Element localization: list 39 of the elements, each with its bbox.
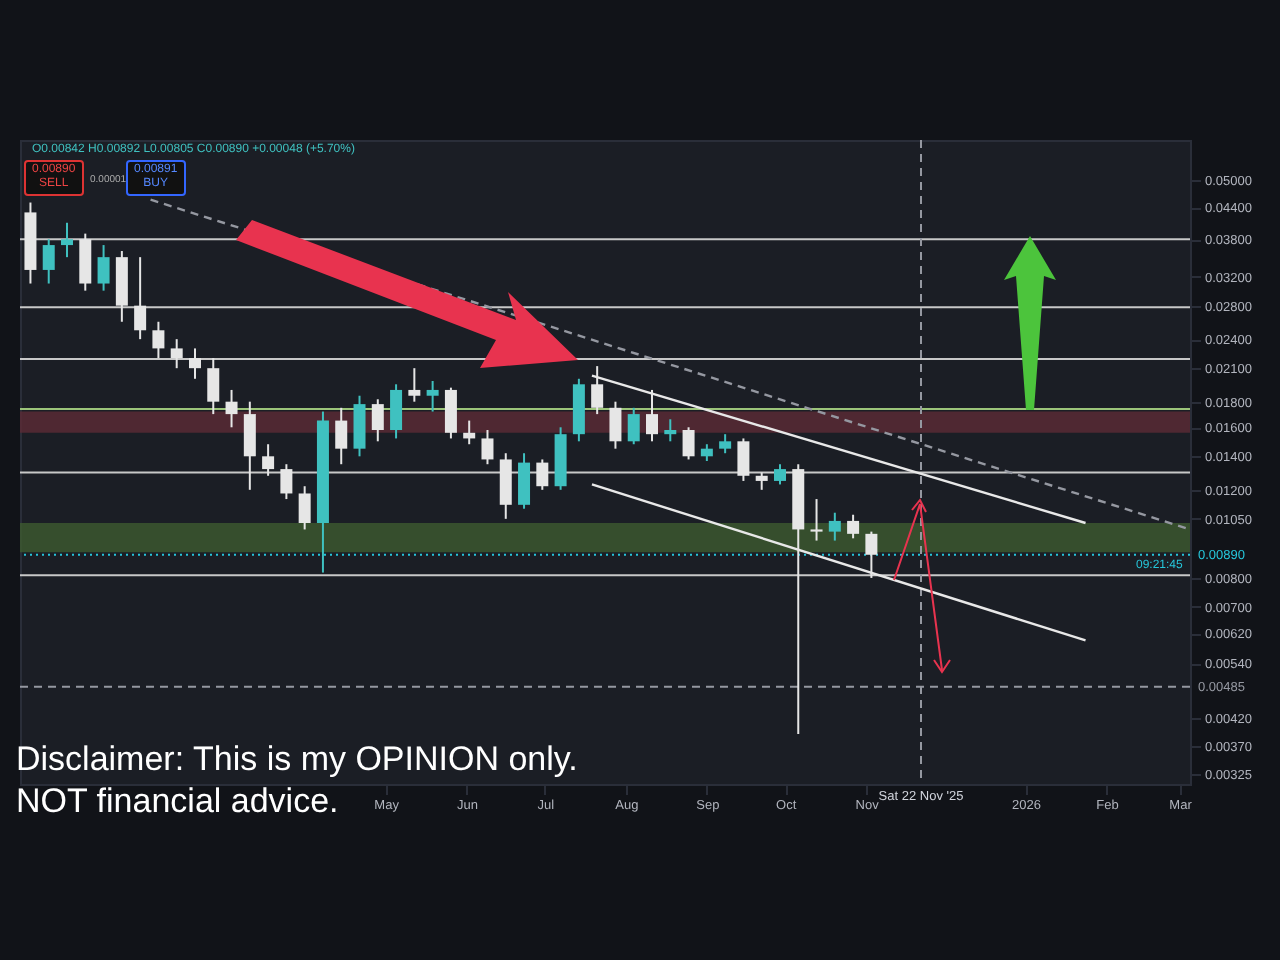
candlestick bbox=[444, 386, 457, 440]
candlestick bbox=[426, 379, 439, 413]
candlestick bbox=[828, 511, 841, 542]
candlestick bbox=[188, 347, 201, 380]
candlestick bbox=[79, 232, 92, 292]
candlestick bbox=[134, 256, 147, 341]
annotation: NOT financial advice. bbox=[16, 782, 339, 822]
candlestick bbox=[865, 530, 878, 579]
candlestick bbox=[353, 394, 366, 458]
candlestick bbox=[499, 452, 512, 520]
candlestick bbox=[719, 433, 732, 455]
candlestick bbox=[737, 437, 750, 482]
candlestick bbox=[481, 429, 494, 466]
candlestick bbox=[664, 418, 677, 443]
candlestick bbox=[280, 463, 293, 501]
candlestick bbox=[371, 398, 384, 443]
candlestick bbox=[609, 400, 622, 450]
candlestick bbox=[243, 400, 256, 491]
candlestick bbox=[152, 320, 165, 360]
candlestick bbox=[682, 426, 695, 461]
candlestick bbox=[408, 367, 421, 403]
candlestick bbox=[298, 485, 311, 531]
candlestick bbox=[627, 406, 640, 446]
candlestick bbox=[170, 338, 183, 370]
candlestick bbox=[810, 498, 823, 542]
candlestick bbox=[518, 452, 531, 510]
candlestick bbox=[536, 458, 549, 491]
candlestick bbox=[390, 383, 403, 440]
candlestick bbox=[262, 443, 275, 477]
candlestick bbox=[225, 388, 238, 429]
candlestick bbox=[773, 463, 786, 486]
candlestick bbox=[97, 244, 110, 292]
candlestick bbox=[847, 513, 860, 540]
annotation: Disclaimer: This is my OPINION only. bbox=[16, 740, 578, 780]
candlestick bbox=[61, 221, 74, 259]
candlestick bbox=[335, 406, 348, 466]
candlestick bbox=[646, 388, 659, 443]
candlestick bbox=[42, 238, 55, 285]
candlestick bbox=[207, 357, 220, 416]
